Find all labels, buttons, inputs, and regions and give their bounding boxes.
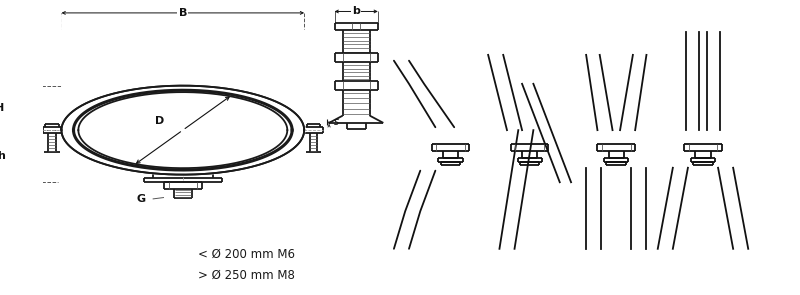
Text: < Ø 200 mm M6: < Ø 200 mm M6 [198,248,295,261]
Text: > Ø 250 mm M8: > Ø 250 mm M8 [198,268,295,281]
Text: b: b [352,6,360,17]
Text: s: s [334,117,339,127]
Text: H: H [0,103,4,113]
Text: h: h [0,151,5,161]
Text: G: G [137,194,146,204]
Text: B: B [178,8,187,18]
Text: D: D [154,116,164,126]
